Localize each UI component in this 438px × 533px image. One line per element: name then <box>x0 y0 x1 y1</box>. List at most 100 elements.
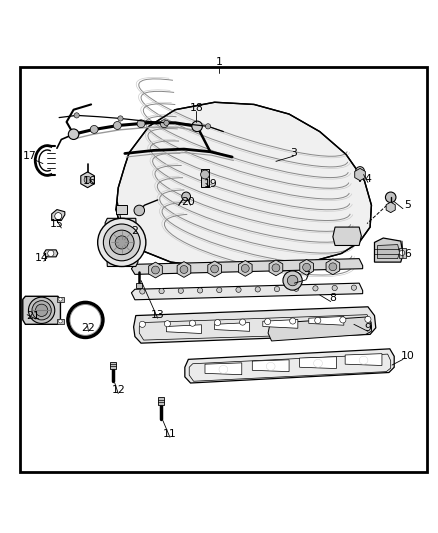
Circle shape <box>293 286 299 292</box>
Circle shape <box>160 120 168 128</box>
Circle shape <box>164 120 169 125</box>
Bar <box>201 169 209 187</box>
Text: 8: 8 <box>329 293 336 303</box>
Circle shape <box>68 129 79 140</box>
Circle shape <box>351 285 357 290</box>
Polygon shape <box>116 102 371 268</box>
Circle shape <box>265 319 271 325</box>
Circle shape <box>287 275 298 286</box>
Circle shape <box>98 219 146 266</box>
Circle shape <box>32 301 51 320</box>
Polygon shape <box>263 319 298 328</box>
Circle shape <box>182 192 191 201</box>
Circle shape <box>35 304 48 317</box>
Circle shape <box>365 316 371 322</box>
Circle shape <box>134 205 145 216</box>
Polygon shape <box>44 250 58 257</box>
Circle shape <box>189 320 195 326</box>
Polygon shape <box>52 209 65 221</box>
Polygon shape <box>345 354 382 366</box>
Text: 1: 1 <box>215 56 223 67</box>
Circle shape <box>332 285 337 290</box>
Text: 5: 5 <box>404 200 411 210</box>
Circle shape <box>137 120 145 128</box>
Circle shape <box>211 265 219 273</box>
Polygon shape <box>300 357 336 368</box>
Circle shape <box>356 167 364 175</box>
Polygon shape <box>105 219 138 266</box>
Circle shape <box>90 125 98 133</box>
Circle shape <box>74 113 79 118</box>
Circle shape <box>28 297 55 324</box>
Circle shape <box>140 289 145 294</box>
Circle shape <box>272 264 280 272</box>
Circle shape <box>48 251 54 256</box>
Bar <box>110 362 116 369</box>
Text: 19: 19 <box>203 179 217 189</box>
Bar <box>57 297 64 302</box>
Text: 12: 12 <box>111 385 125 395</box>
Circle shape <box>103 224 140 261</box>
Circle shape <box>118 116 123 121</box>
Text: 21: 21 <box>26 311 40 320</box>
Circle shape <box>217 287 222 293</box>
Polygon shape <box>215 322 250 332</box>
Polygon shape <box>23 296 60 324</box>
Polygon shape <box>205 363 242 375</box>
Circle shape <box>385 192 396 203</box>
Circle shape <box>192 121 202 132</box>
Text: 16: 16 <box>83 176 97 185</box>
Polygon shape <box>333 227 361 246</box>
Bar <box>399 248 406 258</box>
Circle shape <box>59 297 62 301</box>
Polygon shape <box>268 317 371 341</box>
Polygon shape <box>374 238 403 262</box>
Text: 11: 11 <box>163 429 177 439</box>
Text: 6: 6 <box>404 249 411 259</box>
Circle shape <box>274 286 279 292</box>
Text: 20: 20 <box>181 197 195 207</box>
Text: 4: 4 <box>364 174 371 184</box>
Circle shape <box>59 319 62 323</box>
Text: 14: 14 <box>35 253 49 263</box>
Circle shape <box>198 288 203 293</box>
Text: 15: 15 <box>50 220 64 229</box>
Circle shape <box>201 170 209 179</box>
Circle shape <box>159 288 164 294</box>
Circle shape <box>205 124 211 129</box>
Polygon shape <box>378 245 399 259</box>
Circle shape <box>139 321 145 327</box>
Circle shape <box>236 287 241 293</box>
Circle shape <box>340 317 346 323</box>
Circle shape <box>303 263 311 271</box>
Circle shape <box>290 318 296 324</box>
Circle shape <box>313 286 318 291</box>
Text: 2: 2 <box>131 225 138 236</box>
Circle shape <box>55 213 62 220</box>
Polygon shape <box>116 205 127 214</box>
Bar <box>136 283 142 287</box>
Circle shape <box>283 271 302 290</box>
Circle shape <box>113 122 121 130</box>
Circle shape <box>329 263 337 271</box>
Circle shape <box>178 288 184 293</box>
Text: 3: 3 <box>290 148 297 158</box>
Polygon shape <box>166 325 201 334</box>
Polygon shape <box>131 283 363 300</box>
Text: 10: 10 <box>400 351 414 361</box>
Circle shape <box>240 319 246 325</box>
Text: 17: 17 <box>23 151 37 161</box>
Polygon shape <box>185 349 394 383</box>
Circle shape <box>255 287 260 292</box>
Circle shape <box>110 230 134 255</box>
Polygon shape <box>134 307 376 343</box>
Bar <box>57 319 64 324</box>
Circle shape <box>399 251 405 255</box>
Polygon shape <box>309 317 344 325</box>
Bar <box>158 397 164 405</box>
Text: 7: 7 <box>303 271 310 281</box>
Circle shape <box>115 236 128 249</box>
Text: 18: 18 <box>189 103 203 113</box>
Circle shape <box>180 265 188 273</box>
Polygon shape <box>131 259 363 274</box>
